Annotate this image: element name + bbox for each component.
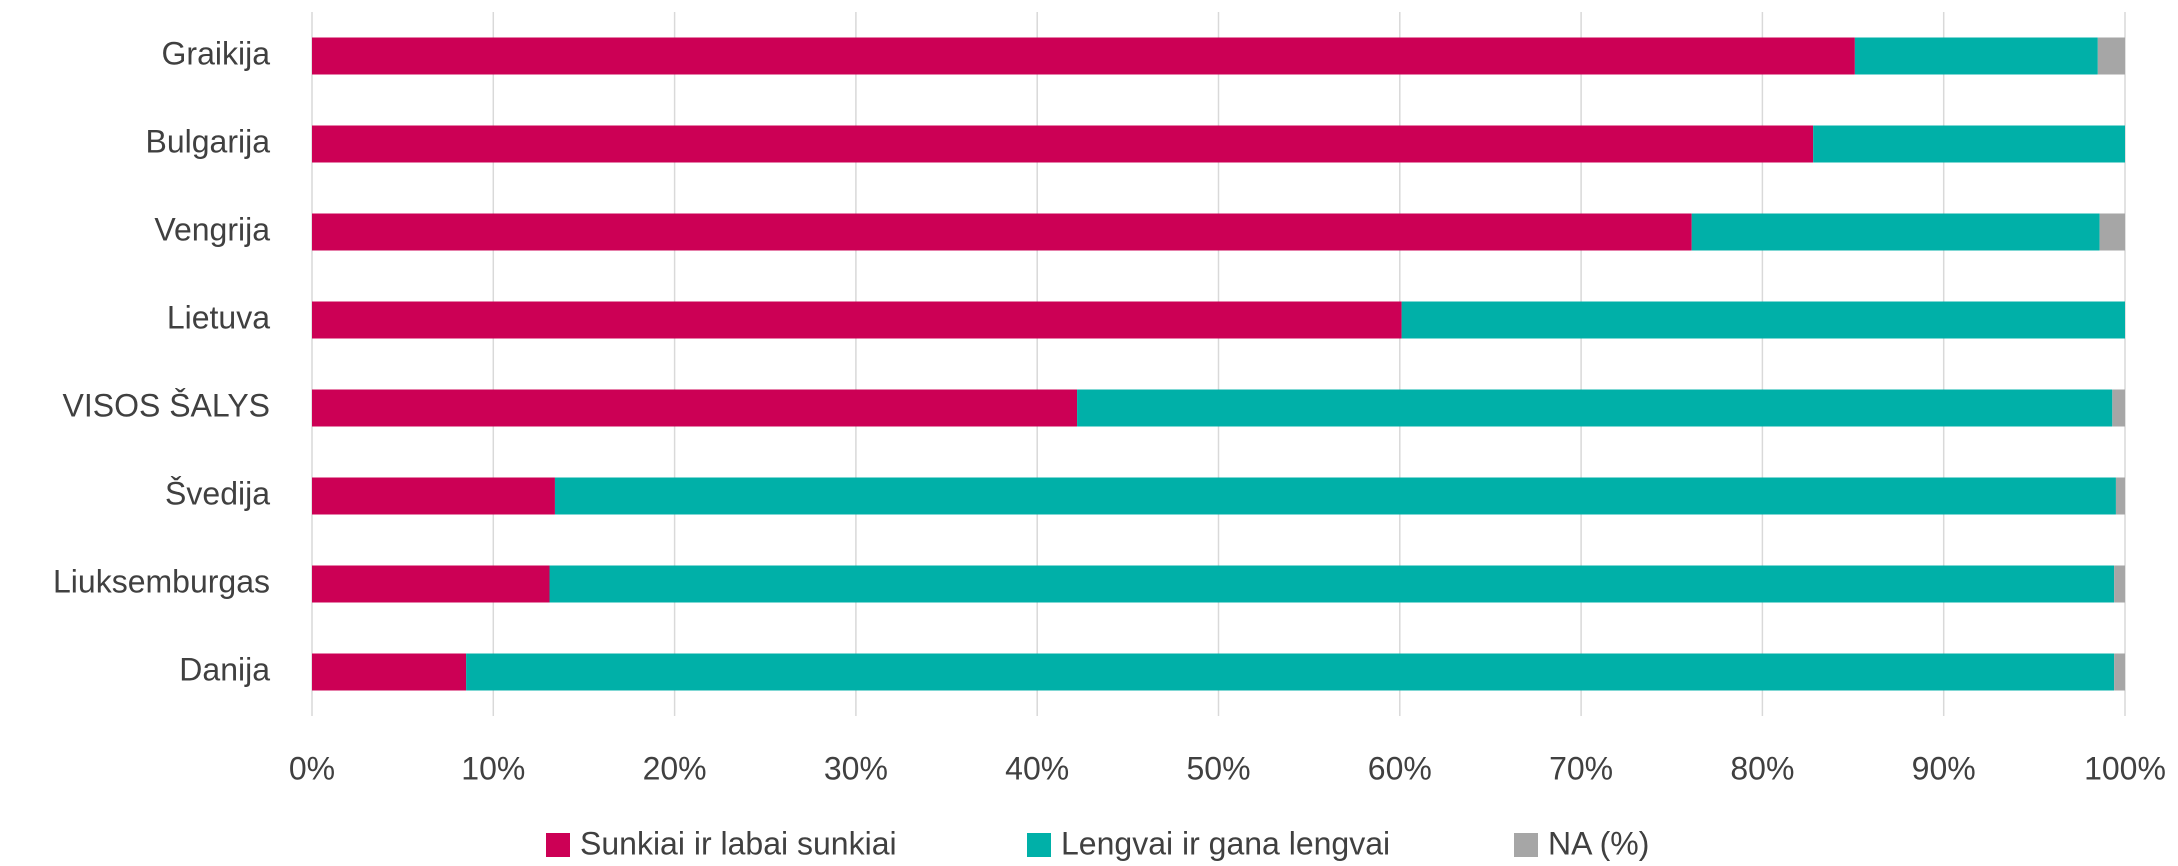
- bar-segment: [1813, 125, 2125, 163]
- y-tick-label: Liuksemburgas: [53, 563, 270, 599]
- bar-segment: [1854, 37, 2098, 75]
- x-tick-label: 40%: [1005, 750, 1069, 786]
- y-tick-label: VISOS ŠALYS: [63, 387, 271, 423]
- bar-segment: [549, 565, 2115, 603]
- x-tick-label: 100%: [2084, 750, 2166, 786]
- x-tick-label: 50%: [1186, 750, 1250, 786]
- x-tick-label: 20%: [643, 750, 707, 786]
- bar-segment: [312, 653, 467, 691]
- bar-segment: [1401, 301, 2125, 339]
- legend-swatch: [546, 833, 570, 857]
- bar-segment: [554, 477, 2116, 515]
- bar-segment: [312, 213, 1692, 251]
- x-tick-label: 70%: [1549, 750, 1613, 786]
- bar-segment: [1077, 389, 2113, 427]
- x-tick-label: 60%: [1368, 750, 1432, 786]
- y-tick-label: Danija: [179, 651, 270, 687]
- legend-label: Sunkiai ir labai sunkiai: [580, 825, 897, 861]
- x-tick-label: 80%: [1730, 750, 1794, 786]
- y-tick-label: Bulgarija: [145, 123, 270, 159]
- legend-swatch: [1027, 833, 1051, 857]
- bar-segment: [2099, 213, 2125, 251]
- x-tick-label: 30%: [824, 750, 888, 786]
- bar-segment: [312, 389, 1078, 427]
- y-tick-label: Lietuva: [167, 299, 270, 335]
- bar-segment: [2112, 389, 2125, 427]
- bar-segment: [2115, 477, 2125, 515]
- bar-segment: [312, 565, 550, 603]
- x-tick-label: 10%: [461, 750, 525, 786]
- bar-segment: [312, 477, 555, 515]
- bar-segment: [2114, 653, 2125, 691]
- bar-segment: [466, 653, 2115, 691]
- bar-segment: [1691, 213, 2100, 251]
- y-tick-label: Vengrija: [154, 211, 270, 247]
- x-tick-label: 0%: [289, 750, 335, 786]
- y-tick-label: Graikija: [162, 35, 271, 71]
- bar-segment: [312, 301, 1402, 339]
- legend-label: Lengvai ir gana lengvai: [1061, 825, 1390, 861]
- legend-label: NA (%): [1548, 825, 1649, 861]
- bar-segment: [312, 125, 1814, 163]
- legend-swatch: [1514, 833, 1538, 857]
- bar-segment: [2114, 565, 2125, 603]
- y-tick-label: Švedija: [165, 475, 270, 511]
- x-tick-label: 90%: [1912, 750, 1976, 786]
- bar-segment: [2097, 37, 2125, 75]
- bar-segment: [312, 37, 1855, 75]
